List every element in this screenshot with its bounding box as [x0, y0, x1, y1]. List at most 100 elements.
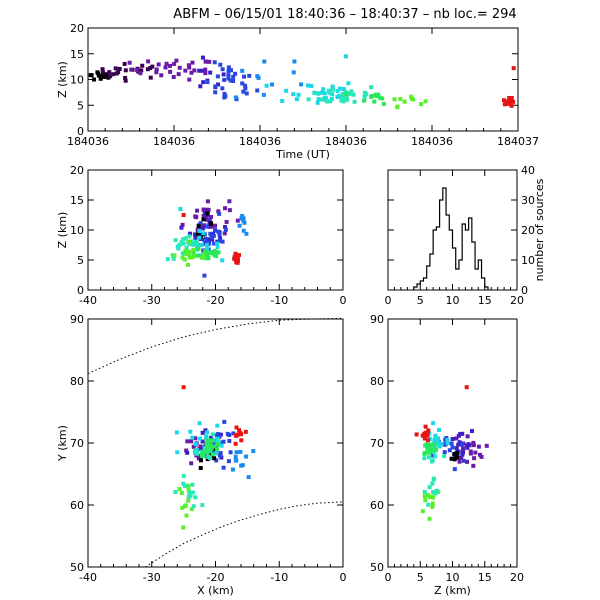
source-point	[217, 238, 222, 243]
source-point	[117, 66, 122, 71]
source-point	[211, 231, 216, 236]
source-point	[181, 237, 186, 242]
source-point	[187, 65, 192, 70]
source-point	[209, 224, 214, 229]
source-point	[251, 449, 256, 454]
source-point	[177, 65, 182, 70]
source-point	[181, 481, 186, 486]
source-point	[212, 60, 217, 65]
x-tick-label: -20	[207, 571, 225, 584]
source-point	[428, 449, 433, 454]
source-point	[511, 66, 516, 71]
x-tick-label: -30	[143, 294, 161, 307]
source-point	[437, 427, 442, 432]
source-point	[464, 385, 469, 390]
source-point	[315, 100, 320, 105]
source-point	[213, 90, 218, 95]
histogram-ylabel: number of sources	[533, 178, 546, 281]
x_y-xlabel: X (km)	[197, 584, 234, 597]
source-point	[452, 467, 457, 472]
source-point	[461, 458, 466, 463]
source-point	[145, 67, 150, 72]
source-point	[174, 430, 179, 435]
source-point	[247, 73, 252, 78]
source-point	[424, 431, 429, 436]
source-point	[240, 213, 245, 218]
source-point	[501, 98, 506, 103]
source-point	[196, 246, 201, 251]
source-point	[213, 223, 218, 228]
source-point	[372, 99, 377, 104]
source-point	[423, 99, 428, 104]
source-point	[234, 450, 239, 455]
x-tick-label: 184036	[325, 135, 367, 148]
source-point	[220, 86, 225, 91]
source-point	[223, 206, 228, 211]
range-ring-1	[145, 501, 344, 568]
source-point	[427, 516, 432, 521]
source-point	[179, 225, 184, 230]
source-point	[204, 449, 209, 454]
source-point	[209, 221, 214, 226]
source-point	[191, 248, 196, 253]
source-point	[206, 454, 211, 459]
source-point	[439, 441, 444, 446]
source-point	[422, 489, 427, 494]
source-point	[201, 453, 206, 458]
source-point	[190, 60, 195, 65]
x-tick-label: 0	[385, 571, 392, 584]
source-point	[122, 61, 127, 66]
source-point	[346, 81, 351, 86]
source-point	[226, 69, 231, 74]
source-point	[449, 441, 454, 446]
x-tick-label: 20	[510, 571, 524, 584]
source-point	[196, 224, 201, 229]
source-point	[173, 489, 178, 494]
source-point	[231, 74, 236, 79]
source-point	[187, 490, 192, 495]
source-point	[241, 228, 246, 233]
source-point	[148, 75, 153, 80]
source-point	[469, 429, 474, 434]
source-point	[189, 461, 194, 466]
x-tick-label: -10	[270, 294, 288, 307]
source-point	[183, 68, 188, 73]
source-point	[210, 452, 215, 457]
source-point	[420, 509, 425, 514]
source-point	[226, 76, 231, 81]
source-point	[195, 448, 200, 453]
source-point	[234, 458, 239, 463]
source-point	[369, 93, 374, 98]
source-point	[431, 450, 436, 455]
source-point	[200, 503, 205, 508]
source-point	[216, 209, 221, 214]
y-tick-label: 0	[77, 125, 84, 138]
source-point	[437, 444, 442, 449]
source-point	[214, 241, 219, 246]
y-tick-label: 0	[521, 284, 528, 297]
source-point	[202, 237, 207, 242]
source-point	[195, 451, 200, 456]
source-point	[191, 251, 196, 256]
source-point	[172, 253, 177, 258]
source-point	[205, 438, 210, 443]
source-point	[183, 248, 188, 253]
y-tick-label: 80	[70, 375, 84, 388]
source-point	[335, 89, 340, 94]
source-point	[180, 222, 185, 227]
source-point	[216, 82, 221, 87]
source-point	[114, 71, 119, 76]
source-point	[217, 453, 222, 458]
source-point	[228, 78, 233, 83]
x_y-ylabel: Y (km)	[56, 425, 69, 462]
source-point	[209, 250, 214, 255]
y-tick-label: 15	[70, 194, 84, 207]
source-point	[215, 74, 220, 79]
source-point	[323, 96, 328, 101]
source-point	[209, 446, 214, 451]
source-point	[165, 257, 170, 262]
source-point	[184, 513, 189, 518]
source-point	[204, 243, 209, 248]
x-tick-label: 0	[385, 294, 392, 307]
source-point	[218, 236, 223, 241]
